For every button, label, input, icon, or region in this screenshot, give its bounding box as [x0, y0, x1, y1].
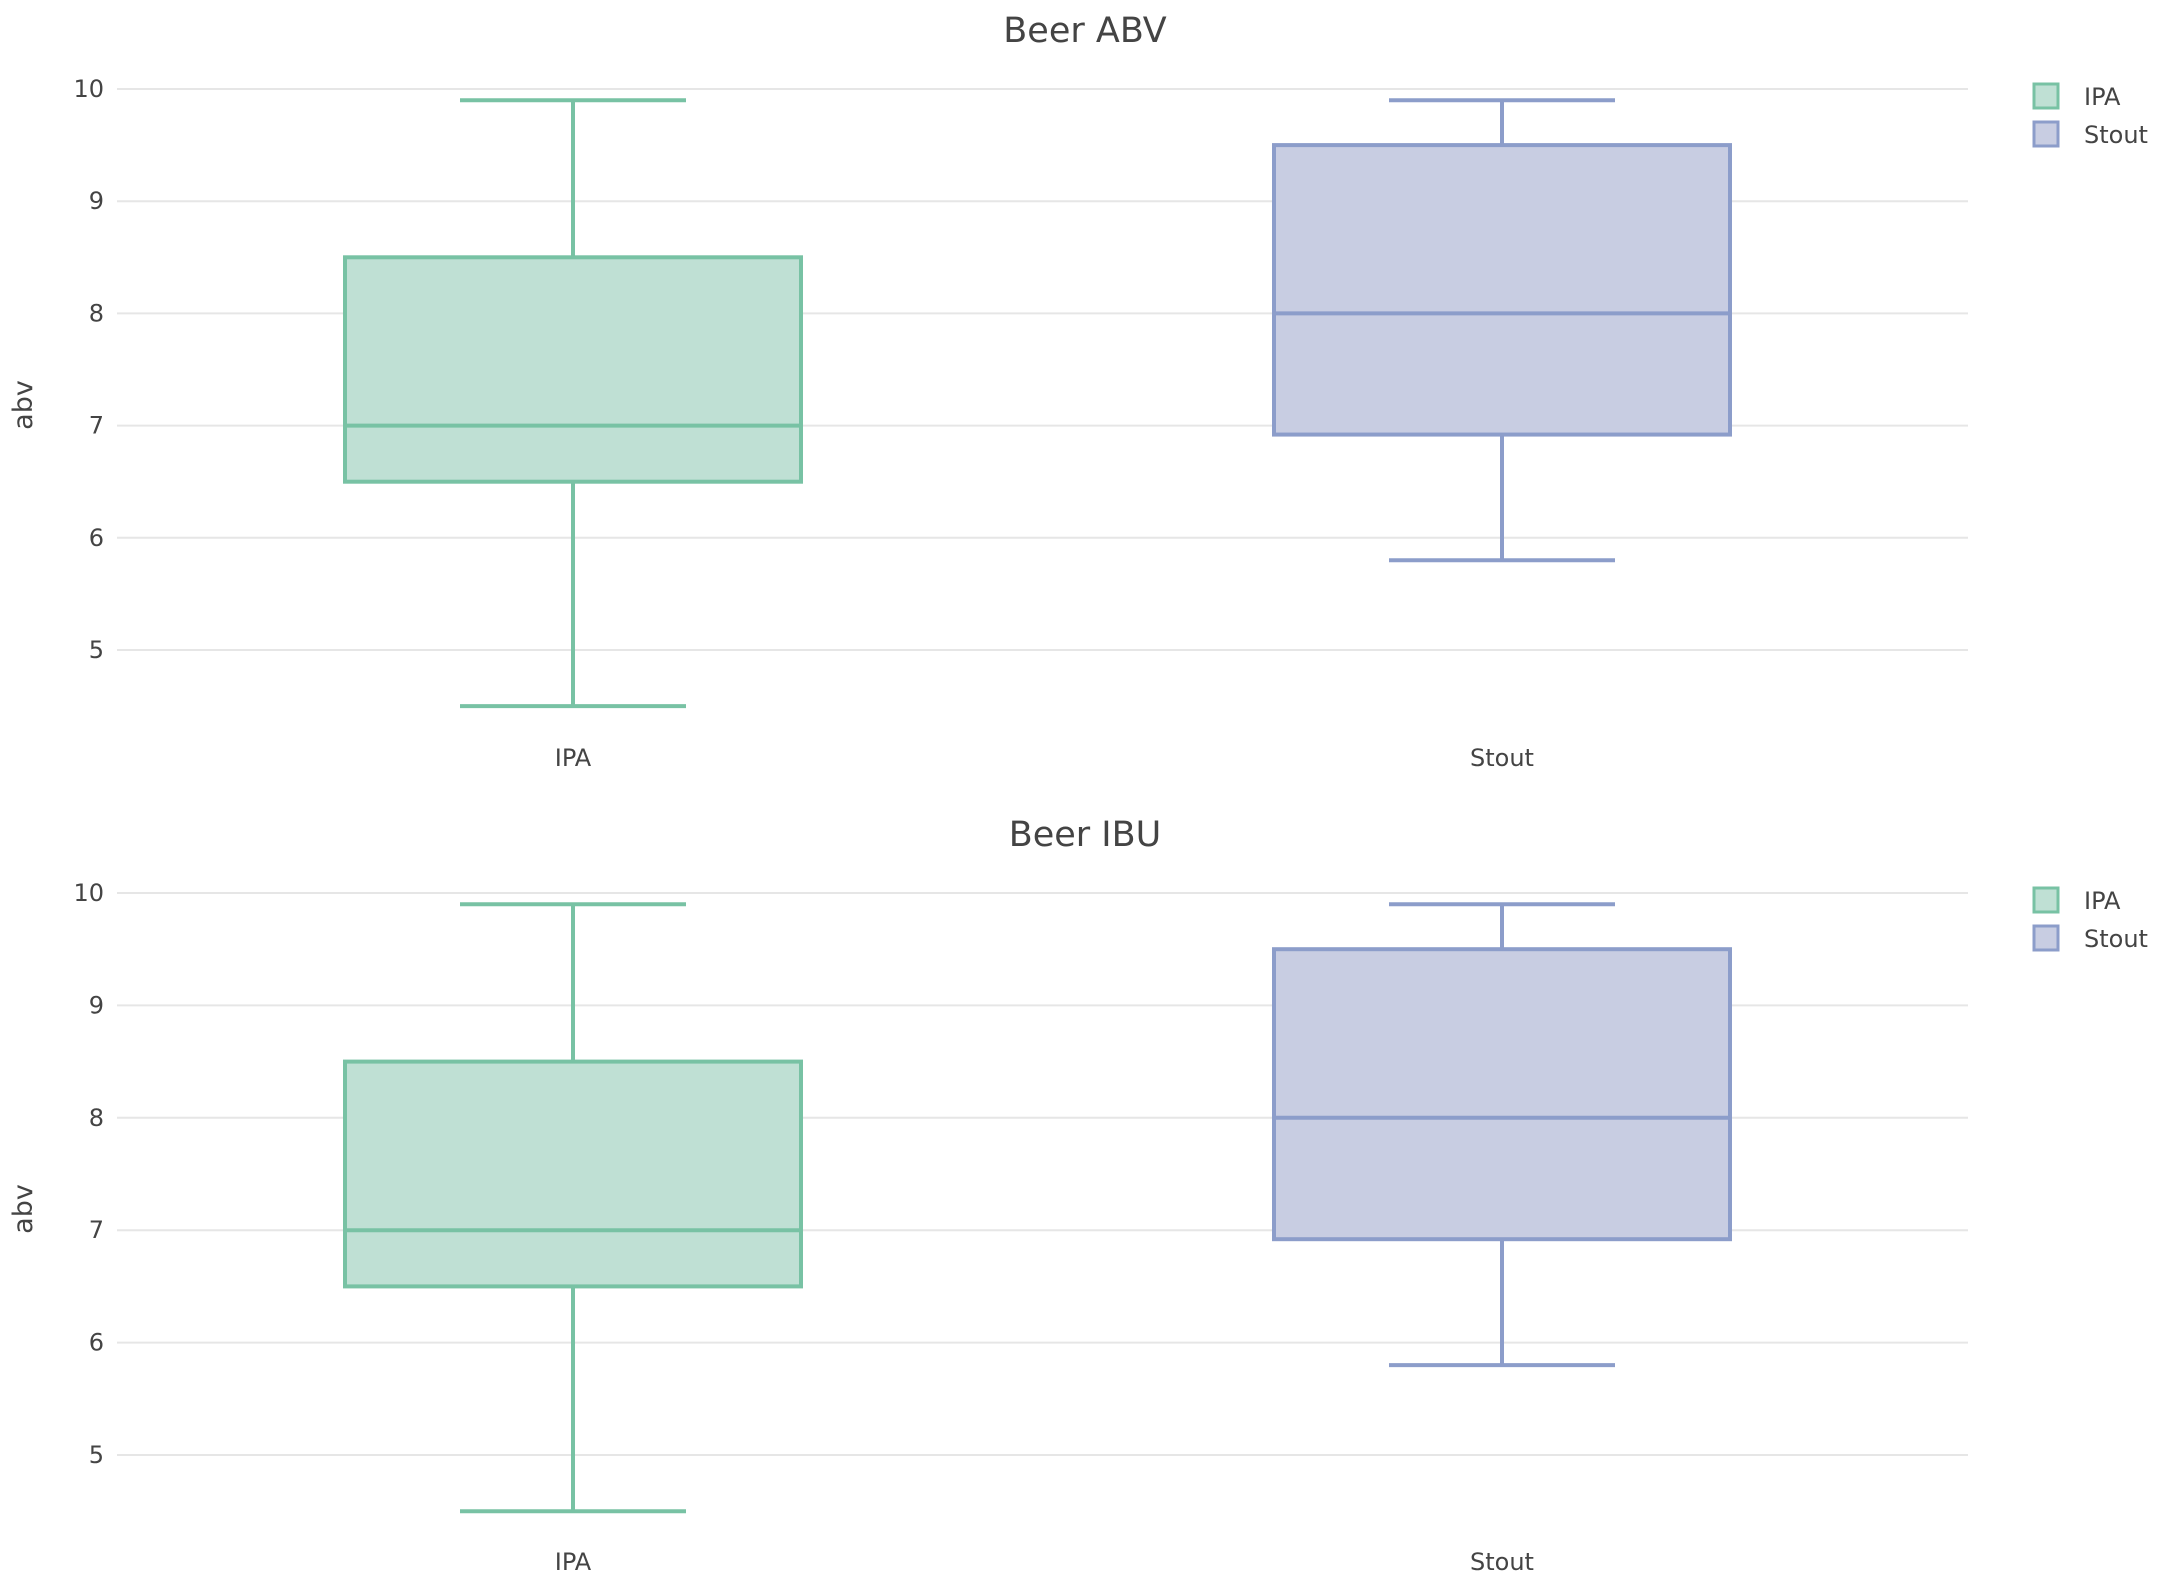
legend-item-stout[interactable]: Stout [2032, 120, 2148, 149]
box-ipa[interactable] [343, 98, 803, 709]
panel-beer-abv: Beer ABV abv 5 6 7 8 9 10 IPA Stout IPA Stout [8, 11, 2148, 772]
y-tick-label: 7 [89, 1216, 104, 1244]
legend-label: IPA [2084, 83, 2121, 111]
legend-item-ipa[interactable]: IPA [2032, 886, 2121, 915]
y-tick-label: 5 [89, 636, 104, 664]
box-ipa[interactable] [343, 902, 803, 1514]
y-tick-label: 6 [89, 1329, 104, 1357]
y-axis-title: abv [8, 1184, 39, 1234]
legend-swatch [2032, 82, 2060, 110]
x-tick-label: IPA [555, 744, 592, 772]
legend-label: Stout [2084, 925, 2148, 953]
x-tick-label: Stout [1470, 1548, 1534, 1576]
legend-label: Stout [2084, 121, 2148, 149]
chart-title: Beer IBU [1009, 815, 1162, 855]
chart-title: Beer ABV [1003, 11, 1166, 51]
x-tick-label: IPA [555, 1548, 592, 1576]
legend-swatch [2032, 886, 2060, 914]
box-stout[interactable] [1272, 902, 1732, 1368]
y-tick-label: 8 [89, 1104, 104, 1132]
y-tick-label: 6 [89, 524, 104, 552]
iqr-box [343, 255, 803, 484]
legend-swatch [2032, 120, 2060, 148]
y-tick-label: 10 [73, 75, 104, 103]
legend-item-stout[interactable]: Stout [2032, 924, 2148, 953]
x-tick-label: Stout [1470, 744, 1534, 772]
legend-label: IPA [2084, 887, 2121, 915]
box-stout[interactable] [1272, 98, 1732, 563]
y-axis-title: abv [8, 380, 39, 430]
y-tick-label: 9 [89, 991, 104, 1019]
iqr-box [1272, 143, 1732, 437]
y-tick-label: 10 [73, 879, 104, 907]
y-tick-label: 5 [89, 1441, 104, 1469]
y-tick-label: 9 [89, 187, 104, 215]
legend-item-ipa[interactable]: IPA [2032, 82, 2121, 111]
iqr-box [1272, 947, 1732, 1242]
iqr-box [343, 1059, 803, 1289]
panel-beer-ibu: Beer IBU abv 5 6 7 8 9 10 IPA Stout IPA Stout [8, 815, 2148, 1576]
y-tick-label: 7 [89, 412, 104, 440]
y-tick-label: 8 [89, 299, 104, 327]
legend-swatch [2032, 924, 2060, 952]
